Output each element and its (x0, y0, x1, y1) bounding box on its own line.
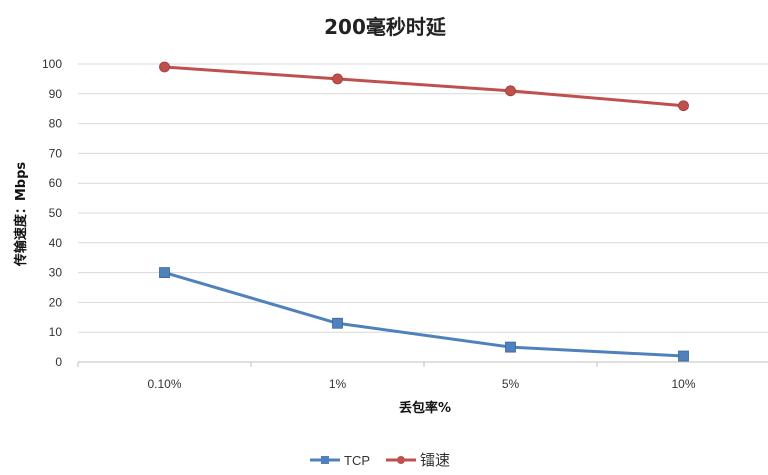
x-tick-label: 0.10% (147, 377, 181, 391)
data-point-square (505, 341, 516, 353)
y-tick-label: 80 (49, 117, 63, 131)
y-tick-label: 0 (55, 355, 62, 369)
x-axis: 0.10% 1% 5% 10% (77, 361, 768, 391)
data-point-square (678, 350, 689, 362)
series-line-0 (163, 271, 685, 358)
y-tick-label: 100 (42, 57, 62, 71)
x-axis-label: 丢包率% (399, 400, 451, 416)
legend: TCP 镭速 (310, 451, 450, 469)
data-point-square (159, 267, 170, 279)
y-tick-label: 10 (49, 325, 63, 339)
y-tick-label: 30 (49, 266, 63, 280)
legend-label: 镭速 (420, 451, 450, 469)
series-line-1 (163, 65, 685, 108)
legend-swatch-marker (321, 456, 329, 464)
y-axis-ticks: 0 10 20 30 40 50 60 70 80 90 100 (42, 57, 62, 369)
legend-swatch-marker (397, 456, 405, 464)
gridlines (78, 63, 768, 333)
legend-label: TCP (344, 453, 370, 468)
x-tick-label: 5% (502, 377, 520, 391)
y-tick-label: 90 (49, 87, 63, 101)
series-markers (159, 61, 689, 362)
data-point-circle (505, 85, 516, 97)
y-tick-label: 20 (49, 295, 63, 309)
y-axis-label: 传输速度：Mbps (13, 162, 29, 268)
y-tick-label: 40 (49, 236, 63, 250)
series-lines (163, 65, 685, 358)
data-point-square (332, 317, 343, 329)
x-tick-label: 10% (671, 377, 695, 391)
y-tick-label: 70 (49, 146, 63, 160)
data-point-circle (159, 61, 170, 73)
y-tick-label: 60 (49, 176, 63, 190)
x-tick-label: 1% (329, 377, 347, 391)
data-point-circle (332, 73, 343, 85)
chart-title: 200毫秒时延 (324, 15, 447, 39)
y-tick-label: 50 (49, 206, 63, 220)
data-point-circle (678, 100, 689, 112)
